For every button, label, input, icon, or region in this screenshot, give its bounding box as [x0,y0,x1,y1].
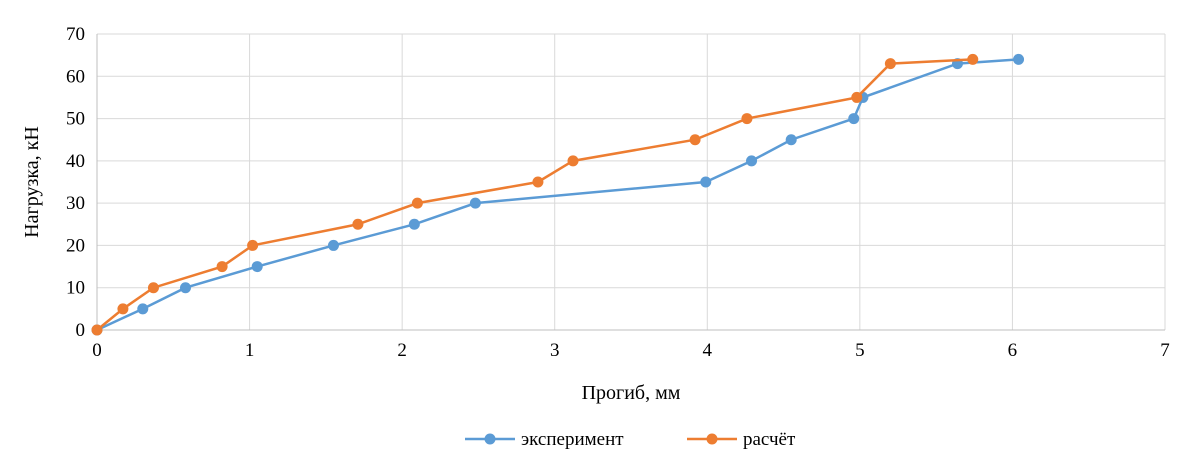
data-point [1013,53,1025,65]
y-tick-label: 20 [66,235,85,256]
data-point [967,53,979,65]
data-point [179,282,191,294]
y-tick-label: 70 [66,24,85,45]
grid [97,33,1166,330]
legend-marker [706,433,718,445]
data-point [746,155,758,167]
data-point [408,218,420,230]
series-layer [91,53,1025,336]
data-point [251,261,263,273]
x-axis-label: Прогиб, мм [582,382,681,404]
data-point [137,303,149,315]
data-point [851,91,863,103]
x-tick-label: 4 [703,340,713,361]
y-tick-label: 50 [66,109,85,130]
series-line-0 [96,58,1019,332]
data-point [741,113,753,125]
data-point [700,176,712,188]
x-tick-label: 7 [1160,340,1170,361]
data-point [352,218,364,230]
y-tick-label: 60 [66,66,85,87]
x-tick-label: 2 [397,340,407,361]
data-point [469,197,481,209]
data-point [247,239,259,251]
y-axis-label: Нагрузка, кН [21,126,43,238]
x-tick-label: 5 [855,340,865,361]
legend-marker [484,433,496,445]
legend: эксперимент расчёт [465,429,796,450]
data-point [689,134,701,146]
series-line-1 [96,58,973,331]
x-tick-label: 1 [245,340,255,361]
y-tick-label: 10 [66,278,85,299]
data-point [848,113,860,125]
data-point [411,197,423,209]
data-point [532,176,544,188]
data-point [884,58,896,70]
data-point [785,134,797,146]
y-tick-label: 40 [66,151,85,172]
x-tick-label: 6 [1008,340,1018,361]
legend-label: эксперимент [521,429,624,450]
x-tick-label: 3 [550,340,560,361]
data-point [117,303,129,315]
data-point [327,239,339,251]
legend-label: расчёт [743,429,796,450]
data-point [216,261,228,273]
data-point [91,324,103,336]
data-point [567,155,579,167]
y-tick-label: 30 [66,193,85,214]
data-point [147,282,159,294]
x-tick-label: 0 [92,340,102,361]
y-tick-label: 0 [76,320,86,341]
